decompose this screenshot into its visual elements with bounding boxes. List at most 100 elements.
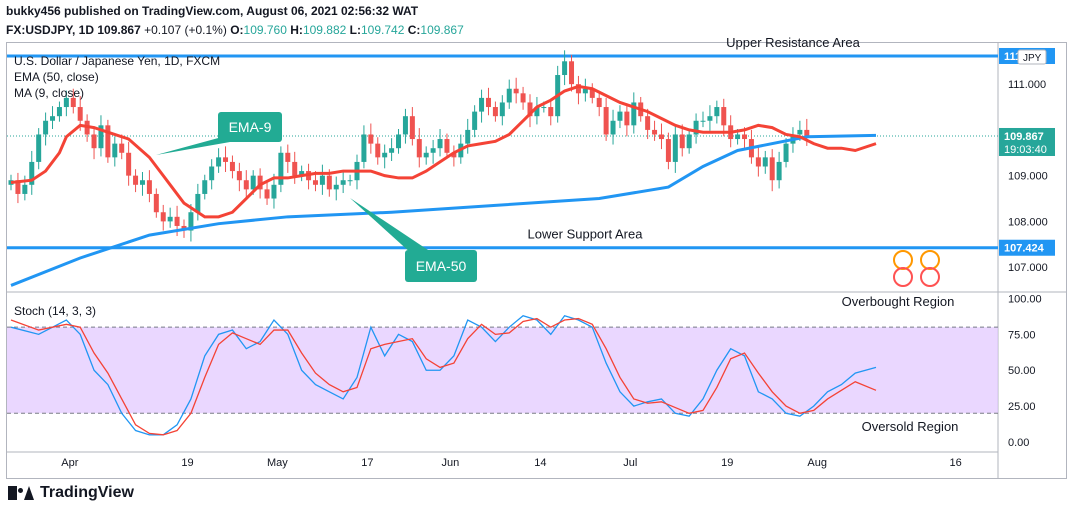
candle-body [264, 189, 270, 199]
candle-body [257, 175, 263, 190]
candle-body [735, 134, 741, 140]
candle-body [721, 107, 727, 126]
lower-support-label: Lower Support Area [528, 227, 644, 242]
open-value: 109.760 [243, 23, 287, 37]
candle-body [22, 184, 28, 194]
candle-body [271, 184, 277, 199]
currency-badge-text: JPY [1023, 53, 1042, 64]
candle-body [437, 139, 443, 149]
ema-50-callout-pointer [350, 198, 428, 254]
candle-body [15, 180, 21, 194]
candle-body [451, 152, 457, 158]
stoch-tick-label: 25.00 [1008, 401, 1036, 413]
candle-body [575, 84, 581, 94]
candle-body [714, 107, 720, 117]
candle-body [485, 97, 491, 108]
candle-body [382, 152, 388, 158]
candle-body [43, 120, 49, 135]
candle-body [700, 120, 706, 122]
candle-body [769, 157, 775, 181]
candle-body [776, 161, 782, 181]
tradingview-logo: TradingView [8, 484, 134, 502]
time-tick-label: 16 [949, 457, 961, 469]
candle-body [209, 166, 215, 181]
candle-body [686, 134, 692, 149]
candle-body [569, 61, 575, 85]
candle-body [243, 180, 249, 190]
stoch-band [7, 327, 998, 414]
candle-body [29, 161, 35, 185]
candle-body [153, 193, 159, 213]
stoch-title: Stoch (14, 3, 3) [14, 304, 96, 318]
oversold-label: Oversold Region [862, 419, 959, 434]
candle-body [409, 116, 415, 140]
candle-body [63, 97, 69, 108]
candle-body [506, 88, 512, 103]
stoch-tick-label: 100.00 [1008, 293, 1042, 305]
candle-body [679, 134, 685, 149]
candle-body [146, 180, 152, 194]
candle-body [299, 171, 305, 176]
time-tick-label: Jul [623, 457, 637, 469]
low-value: 109.742 [361, 23, 405, 37]
last-price-tag-text: 109.867 [1004, 131, 1044, 143]
ohlc-line: FX:USDJPY, 1D 109.867 +0.107 (+0.1%) O:1… [6, 23, 464, 37]
price-level-tag-text: 107.424 [1004, 243, 1045, 255]
candle-body [444, 139, 450, 153]
ema-50-callout-text: EMA-50 [416, 258, 467, 274]
candle-body [278, 152, 284, 185]
candle-body [396, 134, 402, 149]
indicator-label: EMA (50, close) [14, 70, 99, 84]
candle-body [562, 61, 568, 76]
candle-body [292, 161, 298, 176]
candle-body [624, 111, 630, 126]
candle-body [50, 116, 56, 121]
candle-body [430, 148, 436, 153]
candle-body [513, 88, 519, 94]
candle-body [652, 129, 658, 135]
candle-body [402, 116, 408, 135]
candle-body [423, 152, 429, 158]
time-tick-label: 14 [534, 457, 546, 469]
candle-body [368, 134, 374, 144]
candle-body [541, 107, 547, 109]
price-tick-label: 108.000 [1008, 216, 1048, 228]
candle-body [174, 216, 180, 226]
price-tick-label: 109.000 [1008, 171, 1048, 183]
candle-body [472, 111, 478, 130]
candle-body [610, 120, 616, 135]
event-icon [920, 267, 940, 287]
stoch-line-pct-K [10, 314, 877, 436]
candle-body [347, 180, 353, 182]
candle-body [465, 129, 471, 144]
candle-body [229, 161, 235, 172]
candle-body [797, 129, 803, 135]
candle-body [783, 143, 789, 162]
candle-body [56, 107, 62, 117]
candle-body [742, 134, 748, 140]
change: +0.107 (+0.1%) [144, 23, 227, 37]
candle-body [492, 107, 498, 117]
candle-body [91, 134, 97, 149]
candle-body [693, 120, 699, 135]
candle-body [534, 107, 540, 117]
candle-body [333, 184, 339, 190]
last-price: 109.867 [97, 23, 141, 37]
candle-body [603, 107, 609, 135]
candle-body [589, 88, 595, 98]
symbol: FX:USDJPY, 1D [6, 23, 95, 37]
candle-body [160, 212, 166, 222]
candle-body [77, 107, 83, 121]
candle-body [126, 152, 132, 176]
stoch-tick-label: 50.00 [1008, 365, 1036, 377]
candle-body [582, 88, 588, 94]
candle-body [119, 143, 125, 153]
event-icon [920, 250, 940, 270]
ema-9-callout-text: EMA-9 [229, 119, 272, 135]
stoch-line-pct-D [10, 317, 877, 436]
price-tick-label: 107.000 [1008, 262, 1048, 274]
last-price-tag [999, 127, 1055, 156]
candle-body [312, 180, 318, 185]
candle-body [596, 97, 602, 108]
